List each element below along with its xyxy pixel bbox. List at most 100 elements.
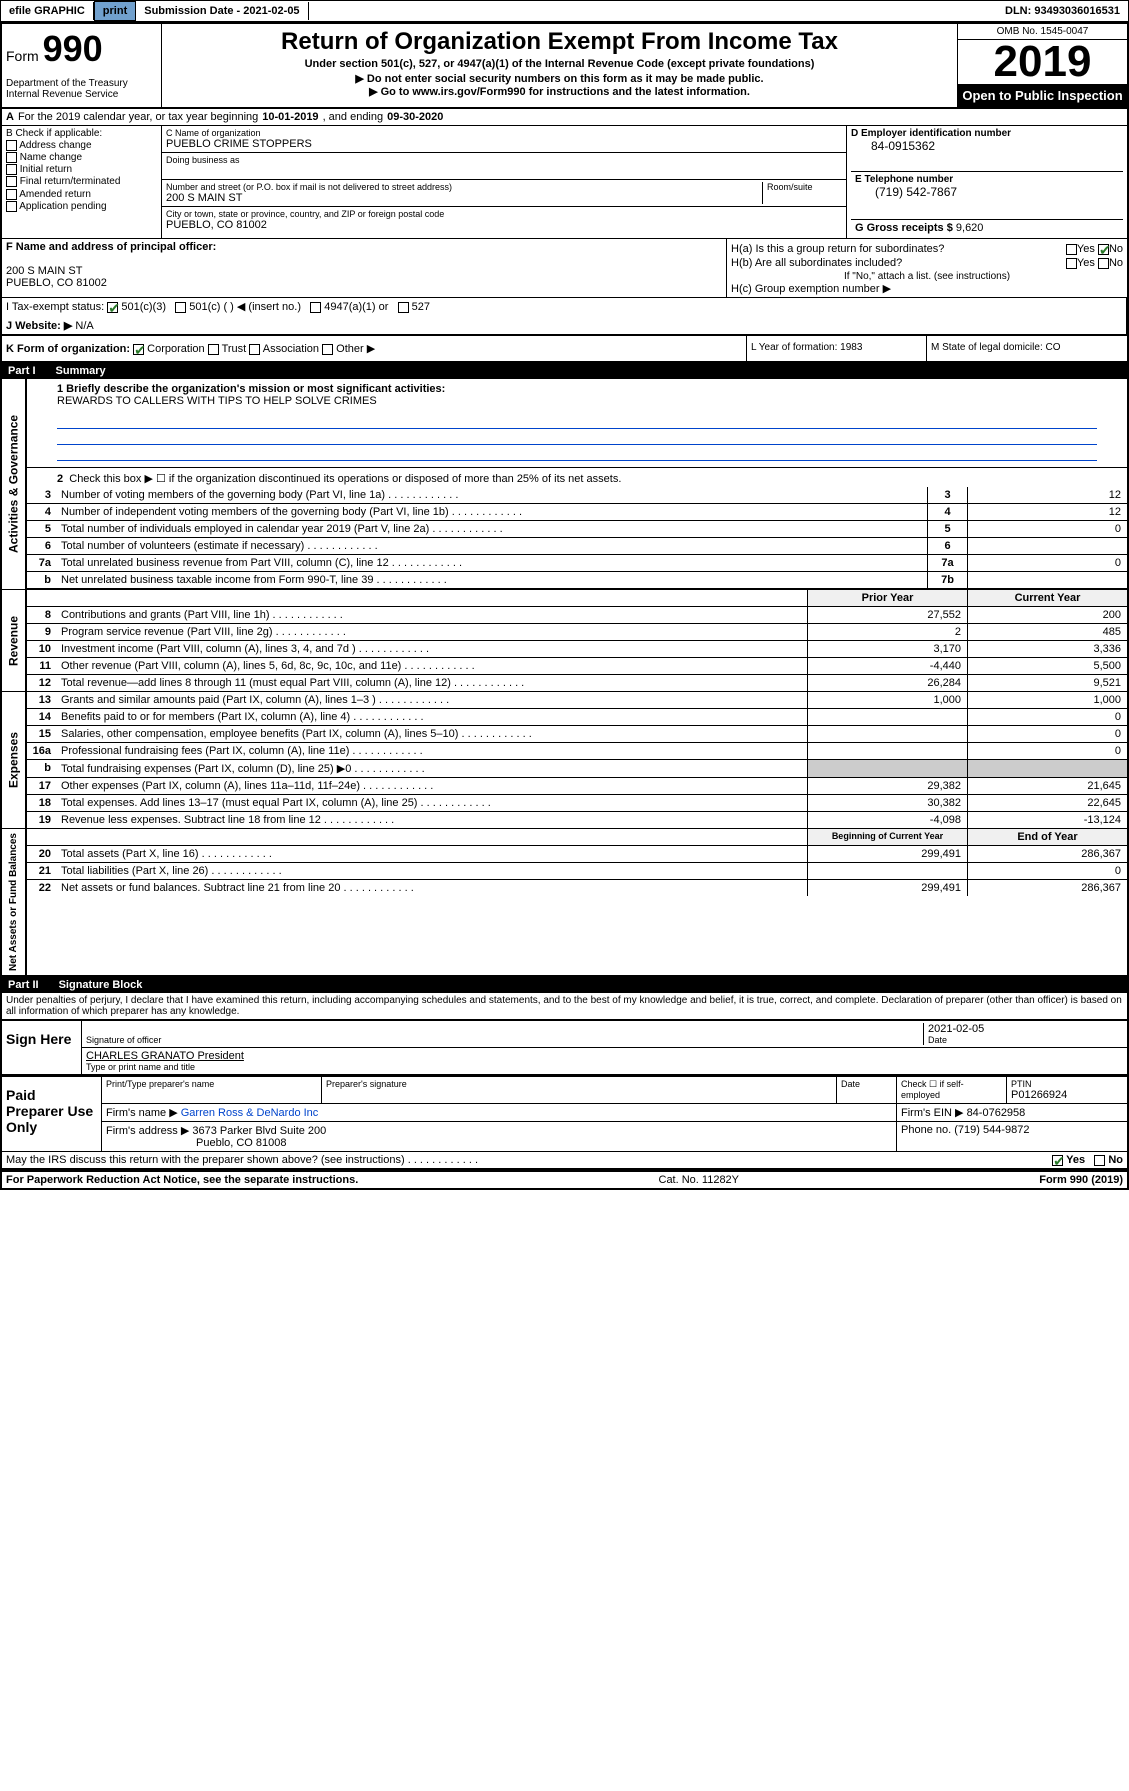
ha-label: H(a) Is this a group return for subordin… — [731, 243, 944, 255]
hb-label: H(b) Are all subordinates included? — [731, 257, 902, 269]
revenue-line-10: 10Investment income (Part VIII, column (… — [27, 641, 1127, 658]
summary-line-5: 5Total number of individuals employed in… — [27, 521, 1127, 538]
discuss-row: May the IRS discuss this return with the… — [2, 1152, 1127, 1170]
summary-line-b: bNet unrelated business taxable income f… — [27, 572, 1127, 589]
tab-revenue: Revenue — [2, 590, 27, 691]
prep-sig-hdr: Preparer's signature — [322, 1077, 837, 1103]
prep-self-emp: Check ☐ if self-employed — [897, 1077, 1007, 1103]
sign-here-label: Sign Here — [2, 1021, 82, 1074]
revenue-line-9: 9Program service revenue (Part VIII, lin… — [27, 624, 1127, 641]
summary-line-4: 4Number of independent voting members of… — [27, 504, 1127, 521]
form-header: Form 990 Department of the Treasury Inte… — [2, 24, 1127, 109]
website-value: N/A — [75, 320, 93, 332]
col-h-group: H(a) Is this a group return for subordin… — [727, 239, 1127, 297]
sig-officer-label: Signature of officer — [86, 1035, 923, 1045]
expense-line-13: 13Grants and similar amounts paid (Part … — [27, 692, 1127, 709]
hb-note: If "No," attach a list. (see instruction… — [731, 271, 1123, 282]
city-state-zip: PUEBLO, CO 81002 — [166, 219, 842, 231]
expense-line-16a: 16aProfessional fundraising fees (Part I… — [27, 743, 1127, 760]
street-address: 200 S MAIN ST — [166, 192, 762, 204]
sig-date: 2021-02-05 — [928, 1023, 1123, 1035]
begin-year-hdr: Beginning of Current Year — [807, 829, 967, 845]
balance-line-20: 20Total assets (Part X, line 16)299,4912… — [27, 846, 1127, 863]
firm-name-label: Firm's name ▶ — [106, 1107, 178, 1119]
part1-header: Part I Summary — [2, 363, 1127, 379]
gross-value: 9,620 — [956, 222, 984, 234]
part2-header: Part II Signature Block — [2, 977, 1127, 993]
firm-ein: 84-0762958 — [967, 1107, 1026, 1119]
website-label: J Website: ▶ — [6, 320, 72, 332]
form-number-box: Form 990 Department of the Treasury Inte… — [2, 24, 162, 107]
tax-exempt-status: I Tax-exempt status: 501(c)(3) 501(c) ( … — [2, 298, 1127, 334]
summary-body: Activities & Governance 1 Briefly descri… — [2, 379, 1127, 977]
revenue-line-12: 12Total revenue—add lines 8 through 11 (… — [27, 675, 1127, 691]
firm-addr2: Pueblo, CO 81008 — [196, 1137, 287, 1149]
expense-line-19: 19Revenue less expenses. Subtract line 1… — [27, 812, 1127, 828]
tax-year: 2019 — [958, 40, 1127, 84]
prep-name-hdr: Print/Type preparer's name — [102, 1077, 322, 1103]
print-button[interactable]: print — [94, 1, 136, 21]
tel-label: E Telephone number — [855, 174, 1119, 185]
end-year-hdr: End of Year — [967, 829, 1127, 845]
form-subtitle: Under section 501(c), 527, or 4947(a)(1)… — [166, 58, 953, 70]
row-ij: I Tax-exempt status: 501(c)(3) 501(c) ( … — [2, 298, 1127, 336]
ptin-label: PTIN — [1011, 1079, 1123, 1089]
year-box: OMB No. 1545-0047 2019 Open to Public In… — [957, 24, 1127, 107]
year-formation: L Year of formation: 1983 — [747, 336, 927, 361]
col-f-officer: F Name and address of principal officer:… — [2, 239, 727, 297]
sign-here-row: Sign Here Signature of officer 2021-02-0… — [2, 1021, 1127, 1075]
q1-mission: 1 Briefly describe the organization's mi… — [27, 379, 1127, 409]
cb-address-change[interactable]: Address change — [6, 140, 157, 151]
officer-name: CHARLES GRANATO President — [86, 1050, 1123, 1062]
cat-no: Cat. No. 11282Y — [659, 1174, 740, 1186]
paid-prep-label: Paid Preparer Use Only — [2, 1077, 102, 1151]
dln: DLN: 93493036016531 — [997, 2, 1128, 20]
dba-label: Doing business as — [166, 155, 842, 165]
firm-addr1: 3673 Parker Blvd Suite 200 — [192, 1125, 326, 1137]
org-name-label: C Name of organization — [166, 128, 842, 138]
org-name: PUEBLO CRIME STOPPERS — [166, 138, 842, 150]
sig-date-label: Date — [928, 1035, 1123, 1045]
submission-date: Submission Date - 2021-02-05 — [136, 2, 308, 20]
expense-line-14: 14Benefits paid to or for members (Part … — [27, 709, 1127, 726]
firm-addr-label: Firm's address ▶ — [106, 1125, 189, 1137]
tab-activities: Activities & Governance — [2, 379, 27, 589]
revenue-line-11: 11Other revenue (Part VIII, column (A), … — [27, 658, 1127, 675]
firm-ein-label: Firm's EIN ▶ — [901, 1107, 964, 1119]
q2-discontinued: 2 Check this box ▶ ☐ if the organization… — [27, 468, 1127, 487]
hc-label: H(c) Group exemption number ▶ — [731, 282, 1123, 295]
expense-line-15: 15Salaries, other compensation, employee… — [27, 726, 1127, 743]
efile-label: efile GRAPHIC — [1, 2, 94, 20]
ein-label: D Employer identification number — [851, 128, 1123, 139]
balance-line-22: 22Net assets or fund balances. Subtract … — [27, 880, 1127, 896]
expense-line-b: bTotal fundraising expenses (Part IX, co… — [27, 760, 1127, 778]
row-k: K Form of organization: Corporation Trus… — [2, 336, 1127, 363]
form-title: Return of Organization Exempt From Incom… — [166, 28, 953, 56]
cb-name-change[interactable]: Name change — [6, 152, 157, 163]
revenue-line-8: 8Contributions and grants (Part VIII, li… — [27, 607, 1127, 624]
form-footer: For Paperwork Reduction Act Notice, see … — [2, 1170, 1127, 1188]
tab-netassets: Net Assets or Fund Balances — [2, 829, 27, 975]
summary-line-3: 3Number of voting members of the governi… — [27, 487, 1127, 504]
curr-year-hdr: Current Year — [967, 590, 1127, 606]
prior-year-hdr: Prior Year — [807, 590, 967, 606]
penalty-statement: Under penalties of perjury, I declare th… — [2, 993, 1127, 1021]
open-public: Open to Public Inspection — [958, 84, 1127, 107]
summary-line-7a: 7aTotal unrelated business revenue from … — [27, 555, 1127, 572]
firm-name[interactable]: Garren Ross & DeNardo Inc — [181, 1107, 319, 1119]
dept-treasury: Department of the Treasury Internal Reve… — [6, 78, 157, 100]
cb-initial-return[interactable]: Initial return — [6, 164, 157, 175]
col-c-org-info: C Name of organization PUEBLO CRIME STOP… — [162, 126, 847, 238]
tab-expenses: Expenses — [2, 692, 27, 828]
goto-link[interactable]: ▶ Go to www.irs.gov/Form990 for instruct… — [166, 85, 953, 98]
col-b-label: B Check if applicable: — [6, 128, 157, 139]
cb-amended[interactable]: Amended return — [6, 189, 157, 200]
room-suite: Room/suite — [762, 182, 842, 204]
balance-line-21: 21Total liabilities (Part X, line 26)0 — [27, 863, 1127, 880]
ptin-value: P01266924 — [1011, 1089, 1123, 1101]
summary-line-6: 6Total number of volunteers (estimate if… — [27, 538, 1127, 555]
col-d-ein: D Employer identification number 84-0915… — [847, 126, 1127, 238]
cb-final-return[interactable]: Final return/terminated — [6, 176, 157, 187]
expense-line-18: 18Total expenses. Add lines 13–17 (must … — [27, 795, 1127, 812]
cb-app-pending[interactable]: Application pending — [6, 201, 157, 212]
